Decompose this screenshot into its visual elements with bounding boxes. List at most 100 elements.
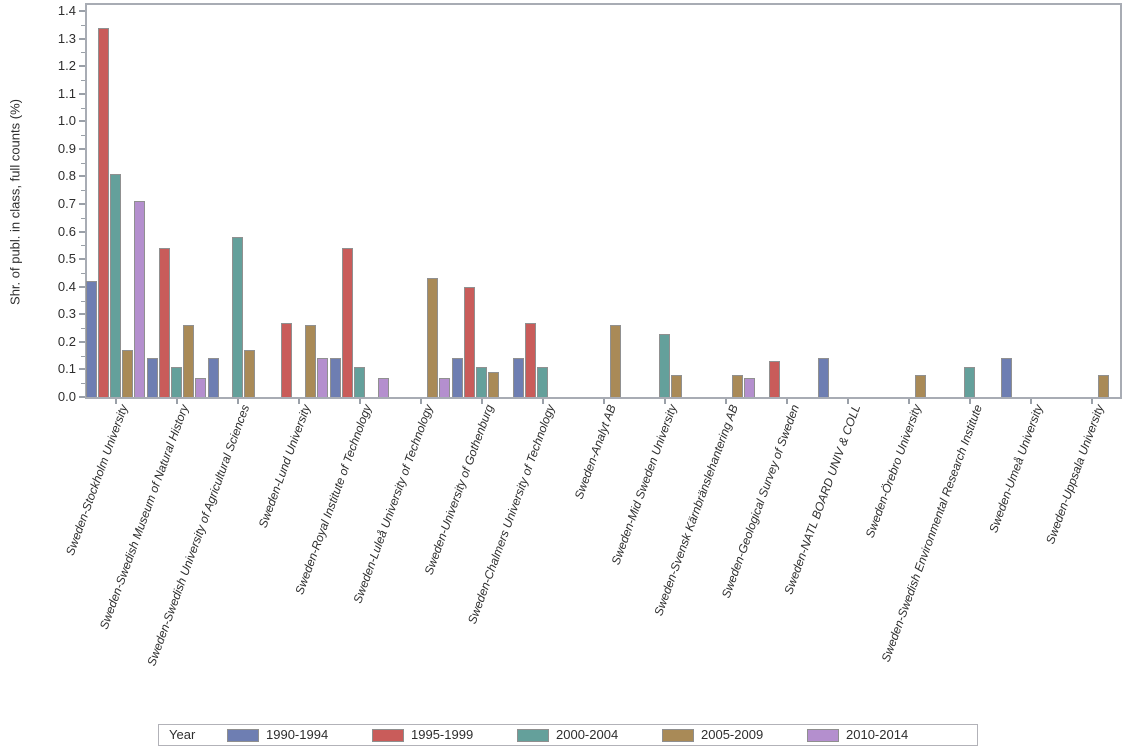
bar-2005-2009 [610,325,622,397]
x-axis-tick [541,399,544,404]
x-axis-label-text: Sweden-Swedish Environmental Research In… [878,402,985,664]
x-axis-tick [846,399,849,404]
x-axis-label-text: Sweden-Stockholm University [63,402,131,558]
y-axis-tick [79,230,85,233]
legend-item: 2005-2009 [662,725,763,745]
y-axis-minor-tick [81,272,85,274]
x-axis-tick [297,399,300,404]
y-axis-minor-tick [81,135,85,137]
x-axis-tick [1029,399,1032,404]
x-axis-tick [419,399,422,404]
bar-1995-1999 [97,27,109,397]
y-axis-tick [79,92,85,95]
y-axis-minor-tick [81,162,85,164]
y-axis-minor-tick [81,79,85,81]
bar-1990-1994 [85,281,97,397]
y-axis-tick [79,175,85,178]
bar-2005-2009 [488,372,500,397]
y-axis-tick [79,396,85,398]
y-axis-tick-label: 0.2 [57,333,76,349]
legend-item-label: 1990-1994 [266,727,329,742]
x-axis-tick [724,399,727,404]
bar-2005-2009 [671,374,683,397]
bar-1995-1999 [158,248,170,397]
y-axis-minor-tick [81,245,85,247]
bar-2010-2014 [195,377,207,397]
bar-2005-2009 [305,325,317,397]
bar-2000-2004 [964,366,975,397]
bar-2000-2004 [232,237,243,397]
y-axis-tick [79,285,85,288]
x-axis-label-text: Sweden-Analyt AB [571,402,619,502]
x-axis-tick [236,399,239,404]
y-axis-tick-label: 0.8 [57,168,76,184]
y-axis-minor-tick [81,24,85,26]
bar-1990-1994 [207,358,219,397]
y-axis-tick [79,37,85,40]
y-axis-tick-label: 0.5 [57,251,76,267]
bar-2005-2009 [1098,374,1110,397]
x-axis-tick [1090,399,1093,404]
bar-2010-2014 [134,201,146,397]
y-axis-minor-tick [81,328,85,330]
bar-1990-1994 [512,358,524,397]
y-axis-tick-label: 0.0 [57,389,76,404]
x-axis-tick [480,399,483,404]
legend-item-label: 2000-2004 [556,727,619,742]
bar-2005-2009 [427,278,439,397]
y-axis-tick-label: 1.2 [57,58,76,74]
bar-2005-2009 [915,374,927,397]
legend-item: 2010-2014 [807,725,908,745]
y-axis-tick-label: 1.4 [57,3,76,18]
bar-2005-2009 [122,350,134,397]
x-axis-tick [663,399,666,404]
y-axis-minor-tick [81,52,85,54]
legend: Year 1990-1994 1995-1999 2000-2004 2005-200… [158,724,978,746]
y-axis-tick-label: 1.3 [57,30,76,46]
bar-2005-2009 [732,374,744,397]
legend-title: Year [169,727,196,742]
bar-2000-2004 [537,366,548,397]
x-axis-label-text: Sweden-NATL BOARD UNIV & COLL [780,402,863,597]
bar-2005-2009 [244,350,256,397]
x-axis-label-text: Sweden-University of Gothenburg [421,402,497,577]
bar-2000-2004 [659,333,670,397]
y-axis-minor-tick [81,355,85,357]
x-axis-label-text: Sweden-Örebro University [862,402,924,540]
bar-1990-1994 [451,358,463,397]
y-axis-tick-label: 1.1 [57,85,76,101]
y-axis-minor-tick [81,217,85,219]
y-axis-tick [79,258,85,261]
bar-1995-1999 [463,286,475,397]
bar-2000-2004 [171,366,182,397]
x-axis-tick [785,399,788,404]
y-axis-tick [79,120,85,123]
x-axis-tick [602,399,605,404]
bar-2000-2004 [476,366,487,397]
y-axis-tick-label: 0.6 [57,223,76,239]
plot-area [85,3,1122,399]
y-axis-minor-tick [81,300,85,302]
y-axis-tick-label: 1.0 [57,113,76,129]
legend-item: 2000-2004 [517,725,618,745]
bar-1990-1994 [817,358,829,397]
y-axis-minor-tick [81,383,85,385]
y-axis-tick-label: 0.9 [57,140,76,156]
bar-1995-1999 [280,322,292,397]
bar-1990-1994 [1000,358,1012,397]
y-axis-tick-label: 0.3 [57,306,76,322]
y-axis-tick-label: 0.1 [57,361,76,377]
bar-1995-1999 [768,361,780,397]
y-axis-tick [79,147,85,150]
bar-1990-1994 [329,358,341,397]
x-axis-label-text: Sweden-Lund University [256,402,314,530]
bar-2010-2014 [378,377,390,397]
bar-2000-2004 [354,366,365,397]
legend-swatch [227,728,259,742]
bar-2000-2004 [110,173,121,397]
x-axis-tick [907,399,910,404]
y-axis-tick [79,313,85,316]
y-axis-minor-tick [81,107,85,109]
x-axis-label-text: Sweden-Swedish University of Agricultura… [144,402,253,668]
